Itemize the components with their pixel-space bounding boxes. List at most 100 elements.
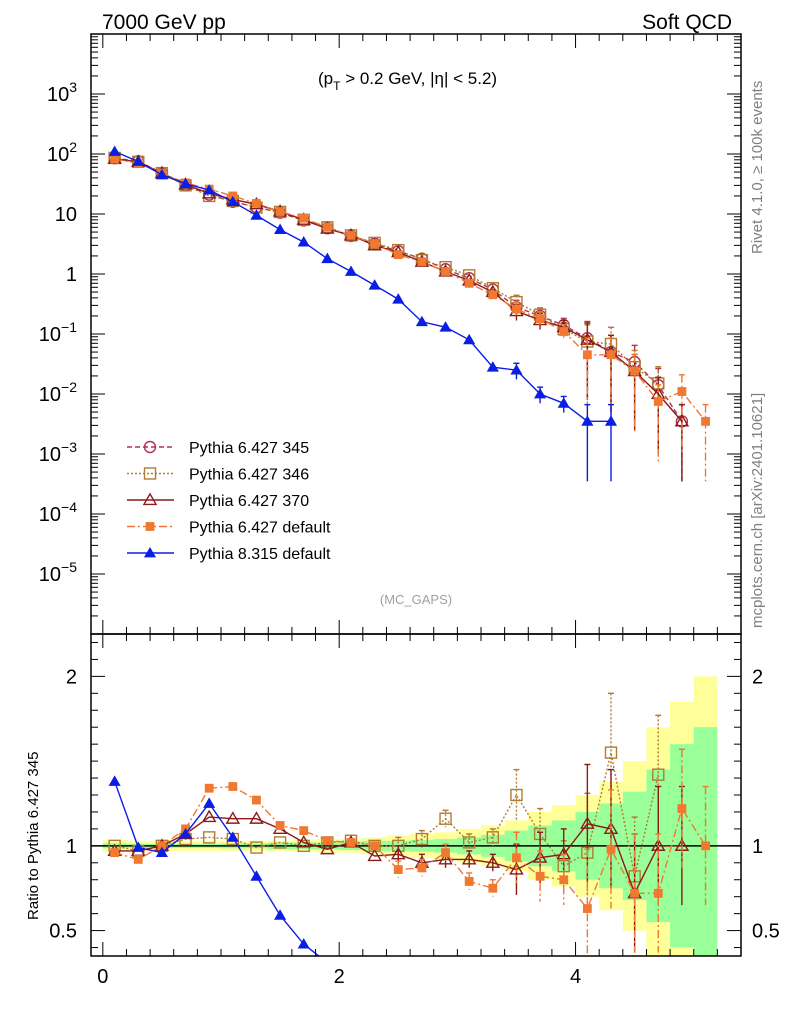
marker-filled-square bbox=[677, 804, 687, 813]
marker-filled-triangle bbox=[108, 145, 121, 156]
main-series-pythia-8-315-default bbox=[108, 145, 618, 482]
marker-open-triangle bbox=[225, 811, 241, 824]
marker-filled-square bbox=[653, 397, 663, 406]
series-line bbox=[114, 752, 659, 877]
cut-annotation-post: > 0.2 GeV, |η| < 5.2) bbox=[340, 69, 497, 88]
y-tick-label-mantissa: 10 bbox=[39, 564, 61, 586]
marker-filled-triangle bbox=[274, 909, 287, 920]
marker-filled-square bbox=[464, 278, 474, 288]
y-tick-label: 1 bbox=[66, 264, 77, 286]
ratio-y-tick-label-left: 2 bbox=[66, 666, 77, 688]
marker-filled-triangle bbox=[534, 387, 547, 399]
y-tick-label-exponent: 3 bbox=[69, 79, 77, 95]
legend-label: Pythia 6.427 346 bbox=[189, 467, 309, 484]
main-series-pythia-6-427-default bbox=[110, 154, 710, 482]
marker-filled-triangle bbox=[203, 184, 216, 195]
x-tick-label: 0 bbox=[97, 966, 108, 988]
series-line bbox=[114, 150, 611, 423]
marker-filled-square bbox=[252, 199, 261, 208]
marker-filled-triangle bbox=[132, 841, 145, 852]
marker-open-triangle bbox=[461, 851, 477, 865]
marker-open-triangle bbox=[485, 855, 501, 868]
marker-filled-square bbox=[559, 875, 569, 885]
legend: Pythia 6.427 345 Pythia 6.427 346 Pythia 6… bbox=[127, 440, 331, 563]
marker-filled-triangle bbox=[463, 333, 476, 345]
y-tick-label-mantissa: 10 bbox=[39, 504, 61, 526]
marker-filled-square bbox=[346, 230, 356, 240]
y-tick-label-mantissa: 10 bbox=[39, 384, 61, 406]
marker-filled-triangle bbox=[297, 938, 310, 949]
y-tick-label: 103 bbox=[47, 79, 77, 106]
marker-open-square bbox=[486, 831, 500, 844]
marker-filled-square bbox=[204, 783, 214, 793]
legend-label: Pythia 6.427 370 bbox=[189, 493, 309, 510]
mcplots-label: mcplots.cern.ch [arXiv:2401.10621] bbox=[749, 393, 766, 628]
marker-filled-square bbox=[701, 841, 710, 851]
y-tick-label-mantissa: 10 bbox=[47, 144, 69, 166]
analysis-watermark: (MC_GAPS) bbox=[380, 592, 452, 607]
legend-entry: Pythia 8.315 default bbox=[127, 546, 331, 563]
series-line bbox=[114, 157, 659, 385]
marker-filled-square bbox=[370, 841, 380, 851]
series-line bbox=[113, 781, 320, 956]
marker-open-square bbox=[143, 467, 157, 480]
marker-filled-square bbox=[275, 821, 285, 830]
marker-filled-square bbox=[346, 838, 356, 847]
marker-open-square bbox=[273, 836, 287, 849]
main-series-pythia-6-427-346 bbox=[108, 151, 665, 444]
y-tick-label-mantissa: 10 bbox=[47, 84, 69, 106]
legend-entry: Pythia 6.427 346 bbox=[127, 467, 309, 484]
marker-open-square bbox=[250, 841, 263, 854]
marker-filled-triangle bbox=[604, 415, 618, 426]
marker-filled-square bbox=[417, 257, 427, 267]
marker-filled-square bbox=[630, 888, 640, 898]
marker-open-triangle bbox=[201, 809, 217, 823]
marker-filled-square bbox=[322, 222, 332, 232]
marker-filled-triangle bbox=[415, 315, 428, 327]
ratio-y-tick-label-left: 1 bbox=[66, 836, 77, 858]
marker-filled-square bbox=[488, 290, 498, 300]
marker-filled-square bbox=[441, 267, 450, 276]
marker-filled-triangle bbox=[344, 265, 358, 276]
marker-filled-triangle bbox=[297, 236, 310, 247]
marker-filled-triangle bbox=[581, 415, 594, 426]
marker-open-triangle bbox=[142, 492, 158, 506]
ratio-y-tick-label-left: 0.5 bbox=[49, 921, 77, 943]
marker-open-triangle bbox=[296, 835, 311, 848]
marker-filled-square bbox=[133, 855, 143, 864]
marker-filled-triangle bbox=[392, 293, 405, 304]
marker-filled-triangle bbox=[179, 177, 192, 189]
marker-filled-square bbox=[606, 844, 616, 854]
marker-open-circle bbox=[143, 440, 157, 454]
marker-filled-square bbox=[701, 416, 710, 426]
ratio-y-tick-label-right: 0.5 bbox=[752, 921, 780, 943]
marker-filled-square bbox=[582, 350, 592, 360]
y-tick-label: 10 bbox=[55, 204, 77, 226]
marker-filled-square bbox=[370, 239, 380, 249]
legend-entry: Pythia 6.427 345 bbox=[127, 440, 309, 457]
marker-filled-triangle bbox=[155, 168, 168, 180]
marker-open-triangle bbox=[391, 846, 406, 860]
legend-label: Pythia 6.427 default bbox=[189, 520, 331, 537]
ratio-panel: 0 2 4 0.5 0.5 1 1 2 2 bbox=[49, 633, 780, 988]
legend-entry: Pythia 6.427 default bbox=[127, 520, 331, 537]
marker-filled-triangle bbox=[321, 957, 333, 967]
marker-filled-triangle bbox=[368, 279, 381, 290]
y-tick-label: 10−4 bbox=[39, 499, 77, 526]
marker-filled-square bbox=[157, 841, 167, 851]
marker-filled-triangle bbox=[557, 397, 570, 408]
marker-filled-triangle bbox=[226, 831, 239, 842]
marker-filled-triangle bbox=[250, 209, 263, 220]
y-tick-label: 102 bbox=[47, 139, 77, 166]
y-tick-label-mantissa: 10 bbox=[39, 324, 61, 346]
marker-filled-square bbox=[299, 213, 309, 223]
legend-label: Pythia 8.315 default bbox=[189, 546, 331, 563]
marker-filled-triangle bbox=[321, 252, 334, 264]
marker-filled-triangle bbox=[143, 546, 157, 558]
marker-filled-square bbox=[417, 863, 427, 873]
marker-filled-square bbox=[559, 327, 569, 336]
x-tick-label: 2 bbox=[334, 966, 345, 988]
x-tick-label: 4 bbox=[570, 966, 581, 988]
marker-filled-square bbox=[275, 207, 285, 216]
